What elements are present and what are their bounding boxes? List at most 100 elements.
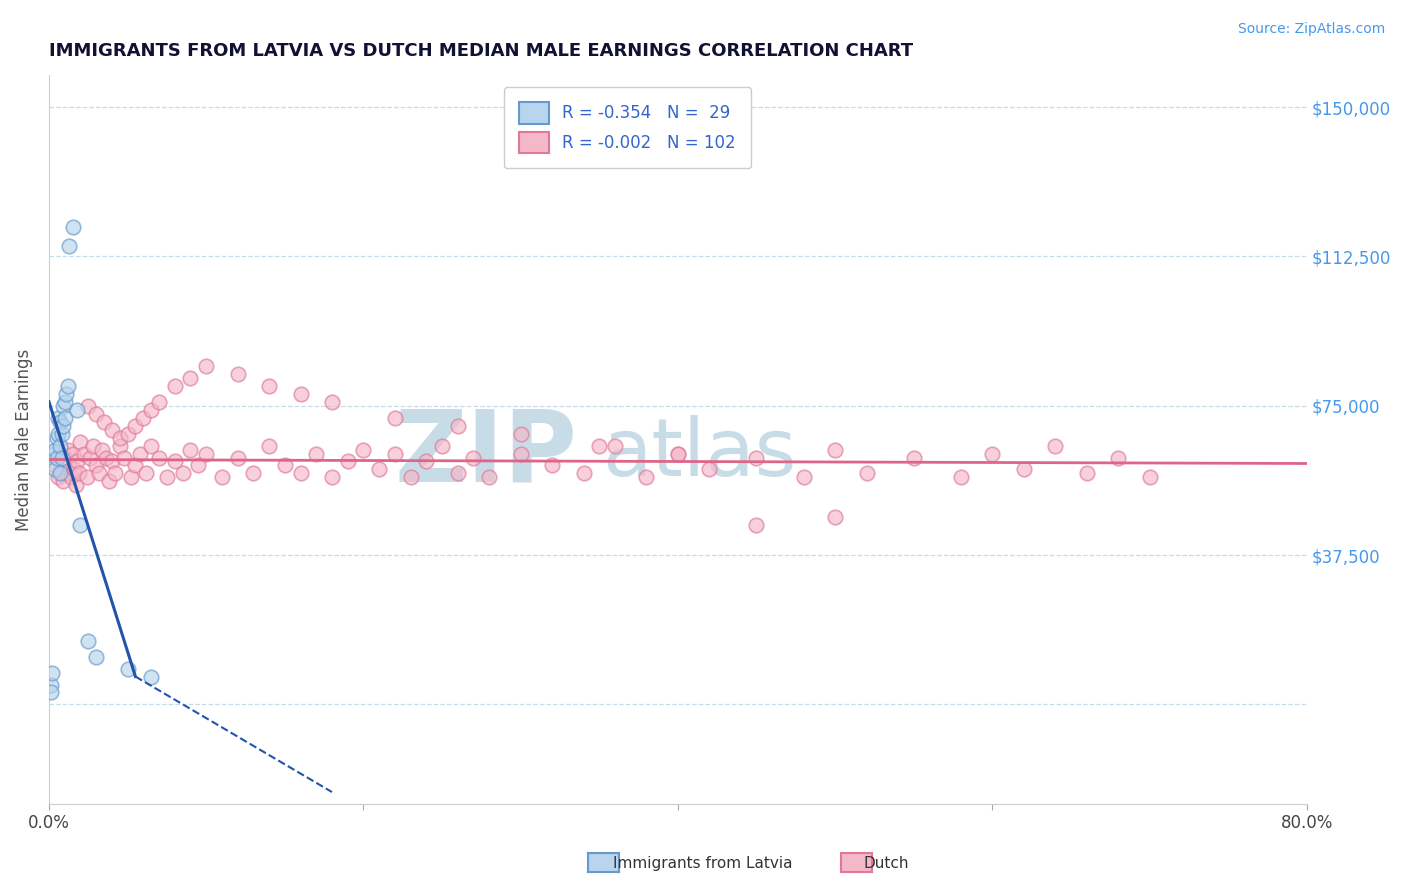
Point	[101, 454, 124, 468]
Point	[509, 446, 531, 460]
Point	[415, 454, 437, 468]
Point	[104, 467, 127, 481]
Point	[666, 446, 689, 460]
Point	[179, 442, 201, 457]
Point	[305, 446, 328, 460]
Point	[321, 470, 343, 484]
Point	[384, 410, 406, 425]
Point	[93, 415, 115, 429]
Point	[84, 407, 107, 421]
Point	[1139, 470, 1161, 484]
Text: Dutch: Dutch	[863, 856, 908, 871]
Point	[52, 399, 75, 413]
Point	[44, 462, 66, 476]
Point	[49, 467, 72, 481]
Point	[53, 410, 76, 425]
Point	[72, 446, 94, 460]
Point	[59, 470, 82, 484]
Point	[58, 458, 80, 473]
Point	[336, 454, 359, 468]
Point	[855, 467, 877, 481]
Point	[117, 426, 139, 441]
Point	[84, 649, 107, 664]
Point	[39, 677, 62, 691]
Point	[63, 462, 86, 476]
Point	[89, 467, 111, 481]
Point	[793, 470, 815, 484]
Point	[42, 446, 65, 460]
Point	[478, 470, 501, 484]
Point	[148, 394, 170, 409]
Point	[82, 439, 104, 453]
Point	[509, 426, 531, 441]
Point	[77, 399, 100, 413]
Point	[120, 470, 142, 484]
Point	[67, 467, 90, 481]
Point	[226, 450, 249, 465]
Point	[447, 467, 470, 481]
Point	[44, 442, 66, 457]
Point	[45, 431, 67, 445]
Legend: R = -0.354   N =  29, R = -0.002   N = 102: R = -0.354 N = 29, R = -0.002 N = 102	[505, 87, 751, 169]
Point	[51, 426, 73, 441]
Point	[242, 467, 264, 481]
Point	[56, 379, 79, 393]
Point	[603, 439, 626, 453]
Point	[114, 450, 136, 465]
Point	[257, 379, 280, 393]
Point	[163, 454, 186, 468]
Point	[39, 685, 62, 699]
Point	[187, 458, 209, 473]
Point	[66, 402, 89, 417]
Point	[55, 386, 77, 401]
Point	[49, 446, 72, 460]
Point	[745, 450, 768, 465]
Point	[66, 454, 89, 468]
Point	[824, 510, 846, 524]
Point	[65, 478, 87, 492]
Point	[211, 470, 233, 484]
Point	[148, 450, 170, 465]
Point	[666, 446, 689, 460]
Point	[290, 467, 312, 481]
Point	[163, 379, 186, 393]
Point	[69, 434, 91, 449]
Point	[49, 415, 72, 429]
Point	[132, 410, 155, 425]
Point	[135, 467, 157, 481]
Point	[76, 470, 98, 484]
Text: Source: ZipAtlas.com: Source: ZipAtlas.com	[1237, 22, 1385, 37]
Point	[141, 439, 163, 453]
Point	[1107, 450, 1129, 465]
Point	[48, 410, 70, 425]
Point	[463, 450, 485, 465]
Point	[41, 665, 63, 680]
Point	[91, 442, 114, 457]
Point	[51, 467, 73, 481]
Point	[321, 394, 343, 409]
Point	[124, 418, 146, 433]
Point	[636, 470, 658, 484]
Point	[62, 446, 84, 460]
Point	[399, 470, 422, 484]
Point	[101, 423, 124, 437]
Point	[172, 467, 194, 481]
Point	[129, 446, 152, 460]
Point	[697, 462, 720, 476]
Point	[156, 470, 179, 484]
Point	[981, 446, 1004, 460]
Text: Immigrants from Latvia: Immigrants from Latvia	[613, 856, 793, 871]
Point	[77, 633, 100, 648]
Point	[257, 439, 280, 453]
Point	[430, 439, 453, 453]
Text: IMMIGRANTS FROM LATVIA VS DUTCH MEDIAN MALE EARNINGS CORRELATION CHART: IMMIGRANTS FROM LATVIA VS DUTCH MEDIAN M…	[49, 42, 912, 60]
Point	[48, 470, 70, 484]
Point	[108, 431, 131, 445]
Point	[541, 458, 564, 473]
Point	[62, 219, 84, 234]
Point	[51, 450, 73, 465]
Point	[124, 458, 146, 473]
Point	[949, 470, 972, 484]
Point	[290, 386, 312, 401]
Point	[447, 418, 470, 433]
